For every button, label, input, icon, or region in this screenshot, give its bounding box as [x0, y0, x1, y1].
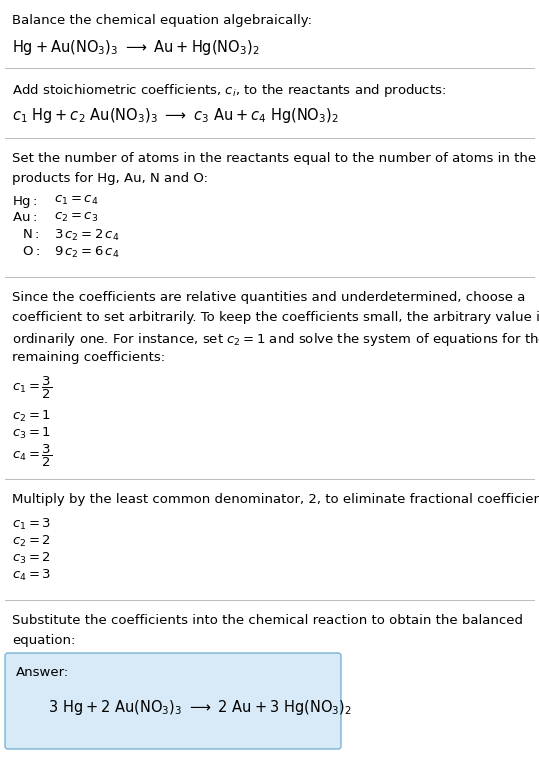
- Text: ordinarily one. For instance, set $c_2 = 1$ and solve the system of equations fo: ordinarily one. For instance, set $c_2 =…: [12, 331, 539, 348]
- Text: $\mathrm{O:}$: $\mathrm{O:}$: [22, 245, 40, 258]
- Text: remaining coefficients:: remaining coefficients:: [12, 351, 165, 364]
- Text: $c_1 = \dfrac{3}{2}$: $c_1 = \dfrac{3}{2}$: [12, 375, 52, 401]
- Text: Balance the chemical equation algebraically:: Balance the chemical equation algebraica…: [12, 14, 312, 27]
- Text: Multiply by the least common denominator, 2, to eliminate fractional coefficient: Multiply by the least common denominator…: [12, 493, 539, 506]
- Text: $c_1 = 3$: $c_1 = 3$: [12, 517, 51, 532]
- Text: $\mathrm{3\ Hg + 2\ Au(NO_3)_3\ \longrightarrow\ 2\ Au + 3\ Hg(NO_3)_2}$: $\mathrm{3\ Hg + 2\ Au(NO_3)_3\ \longrig…: [48, 698, 352, 717]
- Text: coefficient to set arbitrarily. To keep the coefficients small, the arbitrary va: coefficient to set arbitrarily. To keep …: [12, 311, 539, 324]
- FancyBboxPatch shape: [5, 653, 341, 749]
- Text: $c_3 = 2$: $c_3 = 2$: [12, 551, 51, 566]
- Text: $3\,c_2 = 2\,c_4$: $3\,c_2 = 2\,c_4$: [54, 228, 120, 243]
- Text: $\mathrm{N:}$: $\mathrm{N:}$: [22, 228, 39, 241]
- Text: Substitute the coefficients into the chemical reaction to obtain the balanced: Substitute the coefficients into the che…: [12, 614, 523, 627]
- Text: Since the coefficients are relative quantities and underdetermined, choose a: Since the coefficients are relative quan…: [12, 291, 526, 304]
- Text: Answer:: Answer:: [16, 666, 69, 679]
- Text: $c_2 = 1$: $c_2 = 1$: [12, 409, 51, 424]
- Text: $c_4 = 3$: $c_4 = 3$: [12, 568, 51, 583]
- Text: $c_3 = 1$: $c_3 = 1$: [12, 426, 51, 441]
- Text: Add stoichiometric coefficients, $c_i$, to the reactants and products:: Add stoichiometric coefficients, $c_i$, …: [12, 82, 446, 99]
- Text: equation:: equation:: [12, 634, 75, 647]
- Text: $c_1\ \mathrm{Hg} + c_2\ \mathrm{Au(NO_3)_3}\ \longrightarrow\ c_3\ \mathrm{Au} : $c_1\ \mathrm{Hg} + c_2\ \mathrm{Au(NO_3…: [12, 106, 339, 125]
- Text: Set the number of atoms in the reactants equal to the number of atoms in the: Set the number of atoms in the reactants…: [12, 152, 536, 165]
- Text: $c_2 = 2$: $c_2 = 2$: [12, 534, 51, 549]
- Text: $c_2 = c_3$: $c_2 = c_3$: [54, 211, 98, 224]
- Text: $9\,c_2 = 6\,c_4$: $9\,c_2 = 6\,c_4$: [54, 245, 120, 260]
- Text: $\mathrm{Hg + Au(NO_3)_3 \ \longrightarrow \ Au + Hg(NO_3)_2}$: $\mathrm{Hg + Au(NO_3)_3 \ \longrightarr…: [12, 38, 260, 57]
- Text: products for Hg, Au, N and O:: products for Hg, Au, N and O:: [12, 172, 208, 185]
- Text: $c_4 = \dfrac{3}{2}$: $c_4 = \dfrac{3}{2}$: [12, 443, 52, 469]
- Text: $\mathrm{Au:}$: $\mathrm{Au:}$: [12, 211, 37, 224]
- Text: $c_1 = c_4$: $c_1 = c_4$: [54, 194, 99, 207]
- Text: $\mathrm{Hg:}$: $\mathrm{Hg:}$: [12, 194, 38, 210]
